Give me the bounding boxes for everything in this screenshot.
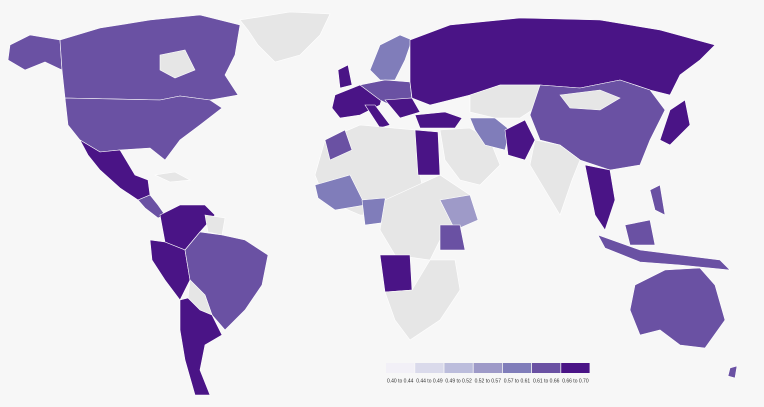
mongolia bbox=[559, 89, 621, 111]
new-zealand bbox=[727, 365, 738, 379]
legend-label: 0.49 to 0.52 bbox=[445, 378, 472, 384]
egypt bbox=[414, 129, 441, 176]
argentina-chile bbox=[179, 297, 223, 396]
legend-label: 0.61 to 0.66 bbox=[533, 378, 560, 384]
morocco bbox=[324, 129, 353, 161]
legend: 0.40 to 0.44 0.44 to 0.49 0.49 to 0.52 0.52… bbox=[386, 363, 590, 384]
legend-swatch bbox=[473, 363, 502, 373]
scandinavia bbox=[369, 34, 413, 81]
legend-swatch bbox=[415, 363, 444, 373]
legend-label: 0.66 to 0.70 bbox=[562, 378, 589, 384]
australia bbox=[629, 267, 726, 349]
legend-label: 0.44 to 0.49 bbox=[416, 378, 443, 384]
central-asia bbox=[469, 84, 541, 119]
canada bbox=[59, 14, 241, 101]
legend-swatch bbox=[386, 363, 415, 373]
pakistan bbox=[504, 119, 536, 161]
southern-africa bbox=[384, 259, 461, 341]
greenland bbox=[239, 11, 331, 63]
balkans bbox=[384, 97, 421, 119]
se-asia bbox=[584, 164, 616, 231]
legend-swatch bbox=[561, 363, 590, 373]
turkey bbox=[414, 111, 463, 129]
indonesia bbox=[597, 234, 731, 271]
peru-ecuador bbox=[149, 239, 191, 301]
ethiopia bbox=[439, 194, 479, 231]
italy bbox=[364, 104, 391, 129]
guianas bbox=[204, 214, 226, 236]
uk bbox=[337, 64, 353, 89]
legend-label: 0.40 to 0.44 bbox=[387, 378, 414, 384]
west-africa bbox=[314, 174, 366, 211]
alaska bbox=[7, 34, 63, 71]
legend-swatch bbox=[532, 363, 561, 373]
cuba bbox=[153, 171, 192, 183]
legend-label: 0.57 to 0.61 bbox=[504, 378, 531, 384]
legend-swatch bbox=[502, 363, 532, 373]
japan bbox=[659, 99, 691, 146]
countries bbox=[7, 11, 738, 396]
legend-label: 0.52 to 0.57 bbox=[475, 378, 502, 384]
hudson-bay bbox=[159, 49, 196, 79]
angola bbox=[379, 254, 413, 293]
philippines bbox=[649, 184, 666, 216]
india bbox=[529, 139, 581, 216]
legend-swatch bbox=[444, 363, 473, 373]
borneo bbox=[624, 219, 656, 246]
kenya bbox=[439, 224, 466, 251]
